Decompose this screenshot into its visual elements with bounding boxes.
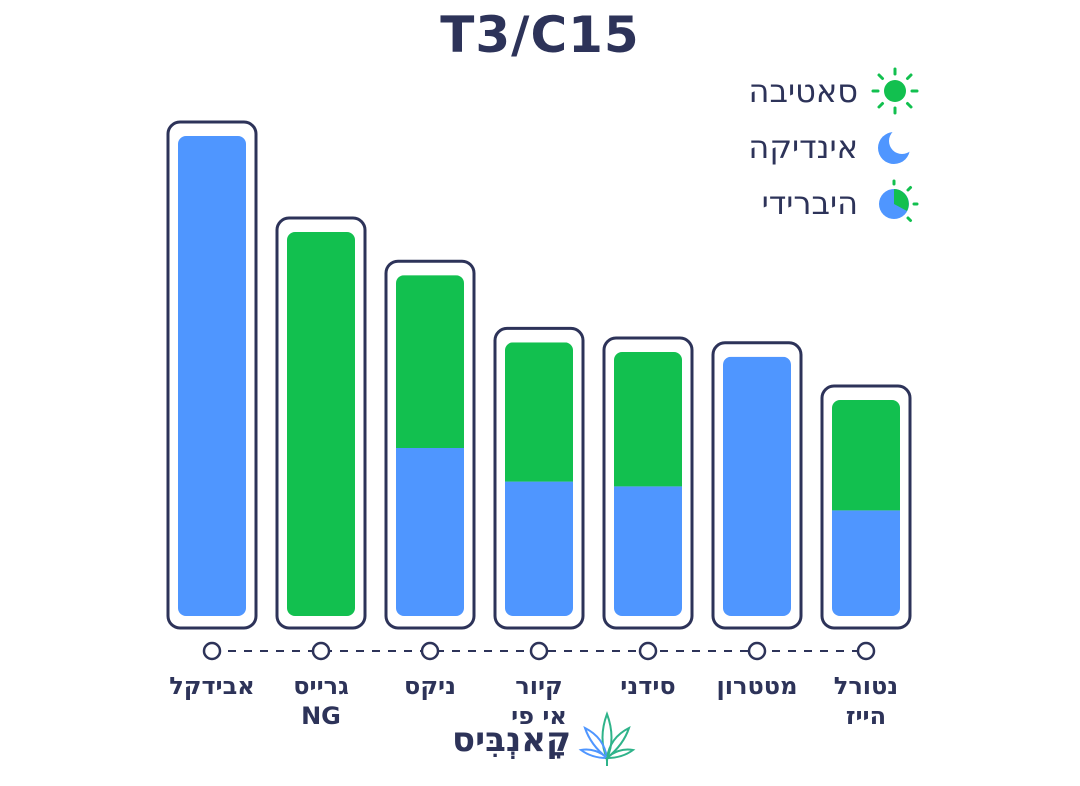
bar-segment-indica <box>178 136 246 616</box>
x-tick-label: מטטרון <box>717 672 798 700</box>
bar-segment-sativa <box>396 275 464 448</box>
x-tick-label: אי פי <box>511 702 567 730</box>
cannabis-leaf-icon <box>577 708 637 772</box>
x-tick-marker <box>747 641 767 661</box>
bar-outline <box>493 326 585 630</box>
legend-label-indica: אינדיקה <box>748 128 858 166</box>
legend-label-hybrid: היברידי <box>761 184 858 222</box>
x-tick-marker <box>856 641 876 661</box>
legend-item-indica: אינדיקה <box>748 122 920 172</box>
legend-label-sativa: סאטיבה <box>748 72 858 110</box>
sun-icon <box>870 66 920 116</box>
bar-segment-indica <box>614 486 682 616</box>
bar-segment-sativa <box>614 352 682 487</box>
x-tick-label: NG <box>301 702 341 730</box>
x-tick-marker <box>311 641 331 661</box>
bar-segment-indica <box>832 510 900 616</box>
x-tick-label: קיור <box>515 672 562 700</box>
bar-outline <box>384 259 476 630</box>
x-tick-label: ניקס <box>404 672 456 700</box>
moon-icon <box>870 122 920 172</box>
bar-segment-indica <box>505 481 573 616</box>
x-tick-marker <box>420 641 440 661</box>
bar-outline <box>820 384 912 630</box>
bar-segment-sativa <box>287 232 355 616</box>
brand-text: קָאנְבִּיס <box>452 720 572 760</box>
x-tick-label: סידני <box>620 672 675 700</box>
bar-segment-sativa <box>832 400 900 511</box>
brand-logo: קָאנְבִּיס <box>452 708 637 772</box>
x-tick-label: נטורל <box>834 672 898 700</box>
x-tick-marker <box>529 641 549 661</box>
chart-title: T3/C15 <box>440 6 640 64</box>
bar-segment-sativa <box>505 342 573 482</box>
bar-segment-indica <box>396 448 464 616</box>
x-tick-label: גרייס <box>293 672 349 700</box>
legend-item-hybrid: היברידי <box>762 178 920 228</box>
bar-outline <box>166 120 258 630</box>
bar-outline <box>711 341 803 630</box>
x-tick-label: אבידקל <box>169 672 254 700</box>
bar-outline <box>602 336 694 630</box>
x-tick-marker <box>202 641 222 661</box>
bar-outline <box>275 216 367 630</box>
legend-item-sativa: סאטיבה <box>749 66 920 116</box>
x-tick-label: הייז <box>846 702 886 730</box>
x-tick-marker <box>638 641 658 661</box>
half-sun-moon-icon <box>870 178 920 228</box>
bar-segment-indica <box>723 356 791 616</box>
